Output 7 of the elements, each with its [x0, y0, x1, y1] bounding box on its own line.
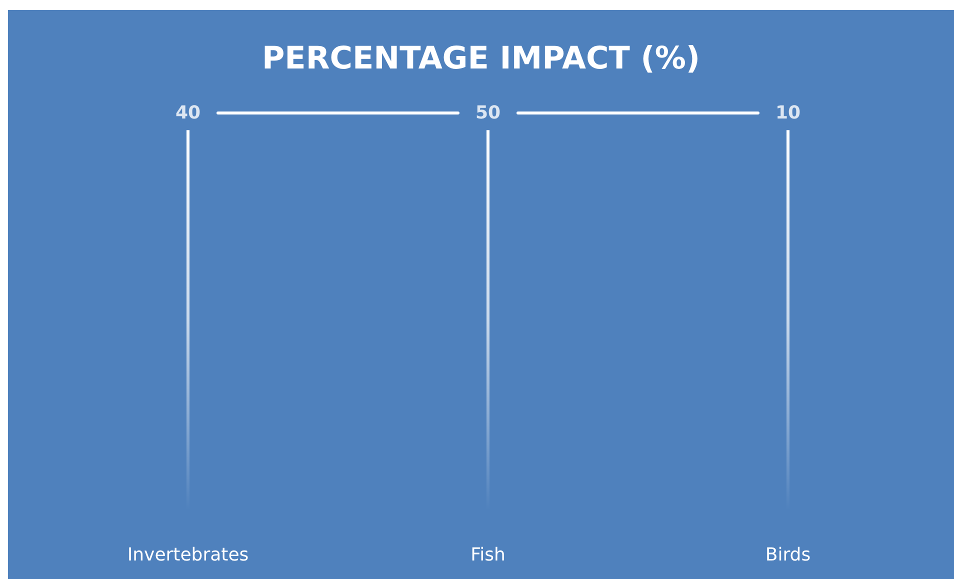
category-label: Invertebrates — [127, 544, 249, 566]
category-label: Fish — [470, 544, 506, 566]
data-label: 50 — [475, 102, 501, 124]
text: PERCENTAGE IMPACT (%) — [262, 40, 700, 76]
data-label: 40 — [175, 102, 201, 124]
data-label: 10 — [775, 102, 801, 124]
category-label: Birds — [765, 544, 811, 566]
